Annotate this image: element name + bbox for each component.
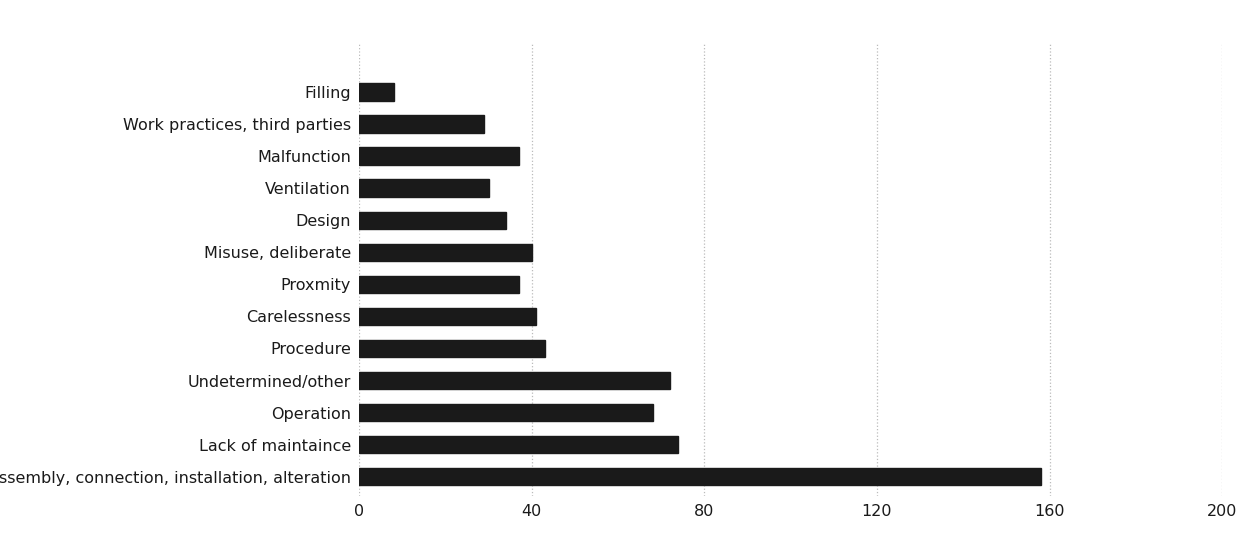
Bar <box>359 339 544 357</box>
Bar <box>359 404 653 422</box>
Bar <box>359 148 519 165</box>
Bar <box>359 115 484 133</box>
Bar <box>359 372 670 390</box>
Bar <box>359 307 536 325</box>
Bar <box>359 468 1041 485</box>
Bar <box>359 180 489 197</box>
Bar <box>359 244 532 261</box>
Bar <box>359 276 519 293</box>
Bar <box>359 436 678 453</box>
Bar <box>359 83 393 101</box>
Bar <box>359 212 505 229</box>
